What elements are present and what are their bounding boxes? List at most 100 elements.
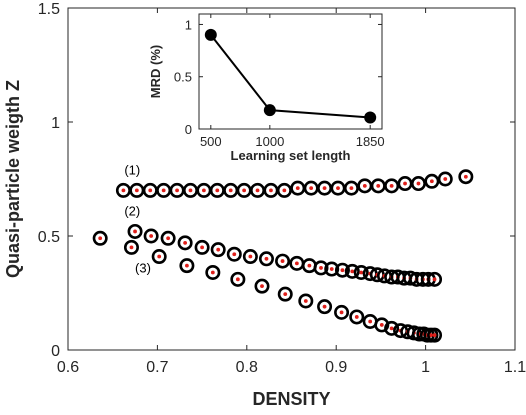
series-3-point-ring xyxy=(205,264,221,280)
series-1-point-ring xyxy=(437,171,453,187)
x-tick-label: 0.9 xyxy=(325,359,347,376)
series-label-3: (3) xyxy=(135,260,151,275)
series-1-point-center xyxy=(336,186,340,191)
inset-series-point xyxy=(204,28,217,41)
y-tick-label: 0.5 xyxy=(38,229,60,246)
series-3-point-ring xyxy=(277,286,293,302)
series-2-point-ring xyxy=(226,246,242,262)
inset-series-point xyxy=(364,111,377,124)
series-1-point-center xyxy=(134,188,139,193)
series-1-point-ring xyxy=(424,173,440,189)
series-1-point-ring xyxy=(343,180,359,196)
series-3-point-center xyxy=(303,299,308,303)
series-3-point-center xyxy=(185,263,189,268)
series-2-point-center xyxy=(98,236,103,241)
main-plot-frame xyxy=(67,7,516,351)
series-1-point-center xyxy=(416,181,421,186)
series-1-point-center xyxy=(443,177,448,181)
series-1-point-center xyxy=(161,188,166,193)
series-2-point-center xyxy=(264,256,269,261)
series-1-point-center xyxy=(201,188,206,193)
series-1-point-center xyxy=(148,188,153,193)
series-1-point-center xyxy=(463,174,468,179)
series-1-point-center xyxy=(282,188,287,193)
series-2-point-center xyxy=(133,229,137,234)
series-2-point-ring xyxy=(313,260,329,276)
series-1-point-center xyxy=(215,188,220,193)
series-3-point-ring xyxy=(349,309,365,325)
inset-plot-frame xyxy=(198,13,383,130)
series-2-point-ring xyxy=(344,263,360,279)
series-3-point-center xyxy=(157,254,162,259)
x-axis-title: DENSITY xyxy=(252,389,330,409)
inset-y-tick-label: 0 xyxy=(185,122,192,137)
series-2-point-ring xyxy=(275,253,291,269)
inset-x-tick-label: 1850 xyxy=(356,134,385,149)
inset-x-axis-title: Learning set length xyxy=(231,148,351,163)
series-1-point-ring xyxy=(384,178,400,194)
series-3-point-ring xyxy=(317,299,333,315)
series-3-point-center xyxy=(129,245,134,250)
inset-y-axis-title: MRD (%) xyxy=(148,45,163,98)
series-3-point-center xyxy=(260,284,264,289)
series-3-point-center xyxy=(339,310,344,315)
x-tick-label: 0.8 xyxy=(236,359,258,376)
inset-data-marks xyxy=(204,28,377,124)
series-1-point-center xyxy=(309,186,314,191)
series-2-point-center xyxy=(248,254,253,259)
series-2-point-center xyxy=(307,263,312,268)
series-3-point-center xyxy=(322,304,327,309)
y-axis-title: Quasi-particle weigth Z xyxy=(3,80,23,278)
series-2-point-center xyxy=(329,267,334,271)
series-3-point-center xyxy=(354,315,359,319)
series-1-point-center xyxy=(228,188,233,193)
y-tick-label: 1.5 xyxy=(38,1,60,18)
series-2-point-center xyxy=(183,240,188,245)
x-tick-label: 1 xyxy=(421,359,430,376)
series-3-point-center xyxy=(283,292,288,297)
series-3-point-ring xyxy=(334,304,350,320)
series-3-point-center xyxy=(389,326,394,331)
series-2-point-center xyxy=(216,247,221,252)
series-1-point-center xyxy=(255,188,260,193)
series-3-point-center xyxy=(210,270,215,275)
series-2-point-center xyxy=(149,234,154,238)
series-1-point-center xyxy=(269,188,273,193)
series-label-1: (1) xyxy=(124,162,140,177)
series-2-point-ring xyxy=(92,230,108,246)
inset-x-tick-label: 500 xyxy=(200,134,222,149)
series-3-point-ring xyxy=(298,293,314,309)
series-2-point-center xyxy=(350,269,355,274)
series-2-point-ring xyxy=(324,261,340,277)
series-3-point-ring xyxy=(230,271,246,287)
inset-y-tick-label: 1 xyxy=(185,17,192,32)
series-2-point-ring xyxy=(210,242,226,258)
inset-background xyxy=(199,14,382,129)
series-2-point-center xyxy=(319,266,323,270)
series-1-point-center xyxy=(429,179,434,184)
series-3-point-center xyxy=(235,277,240,282)
series-2-point-center xyxy=(232,252,237,257)
series-3-point-center xyxy=(432,333,437,338)
inset-axis-ticks: 500 1000 1850 0 0.5 1 xyxy=(174,14,385,149)
series-2-point-ring xyxy=(160,230,176,246)
series-1-point-ring xyxy=(458,169,474,185)
main-data-marks xyxy=(92,169,474,343)
series-2-point-ring xyxy=(334,262,350,278)
inset-series-point xyxy=(263,104,276,117)
series-1-point-center xyxy=(389,183,394,188)
series-label-2: (2) xyxy=(124,203,140,218)
series-1-point-center xyxy=(242,188,247,193)
main-axis-ticks: 0.6 0.7 0.8 0.9 1 1.1 0 0.5 1 1.5 xyxy=(38,1,526,376)
y-tick-label: 1 xyxy=(51,115,60,132)
series-2-point-ring xyxy=(194,239,210,255)
series-2-point-ring xyxy=(258,251,274,267)
series-1-point-ring xyxy=(276,182,292,198)
series-2-point-center xyxy=(200,245,205,250)
series-3-point-ring xyxy=(179,258,195,274)
series-1-point-center xyxy=(376,183,381,188)
series-2-point-center xyxy=(340,268,345,273)
series-1-point-center xyxy=(295,186,300,191)
